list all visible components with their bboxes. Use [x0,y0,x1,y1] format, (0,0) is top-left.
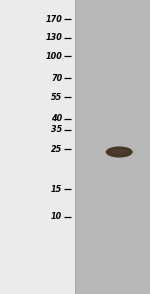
Text: 40: 40 [51,114,62,123]
Text: 130: 130 [45,33,62,42]
Bar [0,0,75,294]
Text: 70: 70 [51,74,62,83]
Text: 10: 10 [51,213,62,221]
Text: 35: 35 [51,126,62,134]
Text: 170: 170 [45,15,62,24]
Text: 100: 100 [45,52,62,61]
Ellipse shape [106,146,133,158]
Text: 15: 15 [51,185,62,194]
Text: 25: 25 [51,145,62,154]
Ellipse shape [110,149,128,153]
Text: 55: 55 [51,93,62,101]
